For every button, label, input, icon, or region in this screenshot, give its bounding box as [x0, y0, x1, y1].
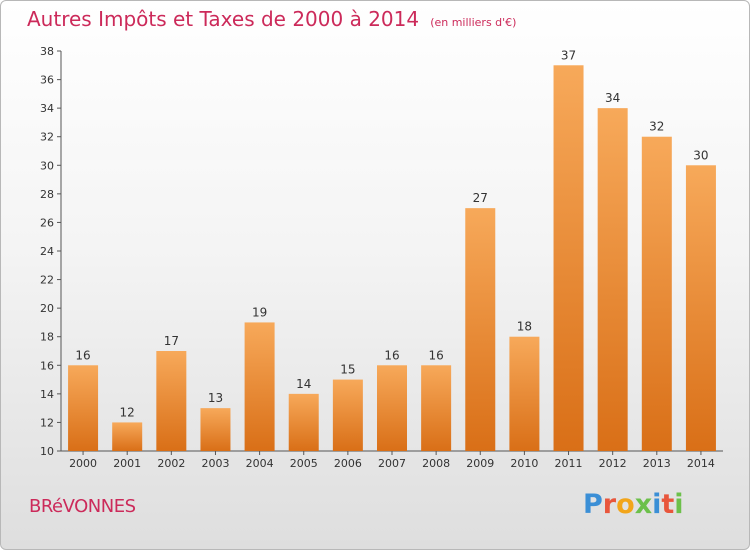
y-tick-label: 22	[40, 274, 54, 287]
y-tick-label: 34	[40, 102, 54, 115]
y-tick-label: 10	[40, 445, 54, 458]
chart-title: Autres Impôts et Taxes de 2000 à 2014	[27, 7, 420, 31]
y-tick-label: 36	[40, 74, 54, 87]
x-tick-label-2011: 2011	[555, 457, 583, 470]
x-tick-label-2009: 2009	[466, 457, 494, 470]
bar-2008	[421, 365, 452, 451]
data-label-2006: 15	[340, 363, 355, 377]
logo-letter: i	[674, 489, 684, 520]
data-label-2009: 27	[473, 191, 488, 205]
x-tick-label-2010: 2010	[510, 457, 538, 470]
data-label-2001: 12	[120, 405, 135, 419]
y-tick-label: 38	[40, 45, 54, 58]
x-tick-label-2000: 2000	[69, 457, 97, 470]
chart-axes: 10 12 14 16 18 20 22 24 26 28 30 32 34 36 38	[40, 45, 723, 458]
data-label-2011: 37	[561, 48, 576, 62]
y-tick-label: 14	[40, 388, 54, 401]
x-tick-label-2002: 2002	[157, 457, 185, 470]
logo-letter: i	[652, 489, 662, 520]
logo-letter: o	[616, 489, 635, 520]
y-tick-label: 16	[40, 359, 54, 372]
commune-name: BRéVONNES	[29, 496, 136, 517]
data-label-2010: 18	[517, 320, 532, 334]
bar-2000	[68, 365, 99, 451]
bar-2014	[685, 165, 716, 452]
logo-letter: t	[661, 489, 675, 520]
chart-labels: 16 2000 12 2001 17 2002 13 2003 19 2004 14 2005 15 20…	[69, 48, 715, 470]
bar-2006	[332, 379, 363, 451]
bar-2012	[597, 108, 628, 452]
data-label-2008: 16	[428, 348, 443, 362]
data-label-2013: 32	[649, 120, 664, 134]
bar-2009	[465, 208, 496, 451]
x-tick-label-2001: 2001	[113, 457, 141, 470]
data-label-2005: 14	[296, 377, 311, 391]
x-tick-label-2008: 2008	[422, 457, 450, 470]
y-tick-label: 20	[40, 302, 54, 315]
data-label-2003: 13	[208, 391, 223, 405]
y-tick-label: 12	[40, 416, 54, 429]
y-tick-label: 18	[40, 331, 54, 344]
logo-letter: P	[583, 489, 603, 520]
y-tick-label: 28	[40, 188, 54, 201]
proxiti-logo[interactable]: Proxiti	[583, 489, 684, 520]
chart-bars	[68, 65, 716, 452]
bar-2011	[553, 65, 584, 452]
data-label-2002: 17	[164, 334, 179, 348]
bar-2002	[156, 351, 187, 451]
title-row: Autres Impôts et Taxes de 2000 à 2014 (e…	[27, 7, 516, 31]
y-tick-label: 32	[40, 131, 54, 144]
y-tick-label: 26	[40, 216, 54, 229]
data-label-2000: 16	[75, 348, 90, 362]
logo-letter: r	[602, 489, 617, 520]
x-tick-label-2005: 2005	[290, 457, 318, 470]
bar-2007	[377, 365, 407, 451]
bar-2005	[288, 393, 319, 451]
x-tick-label-2006: 2006	[334, 457, 362, 470]
bar-2004	[244, 322, 275, 451]
bar-2010	[509, 336, 540, 451]
x-tick-label-2012: 2012	[599, 457, 627, 470]
x-tick-label-2007: 2007	[378, 457, 406, 470]
logo-letter: x	[634, 489, 653, 520]
data-label-2014: 30	[693, 148, 708, 162]
bar-2001	[112, 422, 143, 451]
x-tick-label-2014: 2014	[687, 457, 715, 470]
bar-2013	[641, 136, 672, 451]
data-label-2004: 19	[252, 305, 267, 319]
y-tick-label: 30	[40, 159, 54, 172]
chart-subtitle: (en milliers d'€)	[430, 16, 517, 29]
x-tick-label-2004: 2004	[246, 457, 274, 470]
bar-2003	[200, 408, 231, 451]
y-tick-label: 24	[40, 245, 54, 258]
data-label-2012: 34	[605, 91, 620, 105]
data-label-2007: 16	[384, 348, 399, 362]
x-tick-label-2013: 2013	[643, 457, 671, 470]
x-tick-label-2003: 2003	[201, 457, 229, 470]
